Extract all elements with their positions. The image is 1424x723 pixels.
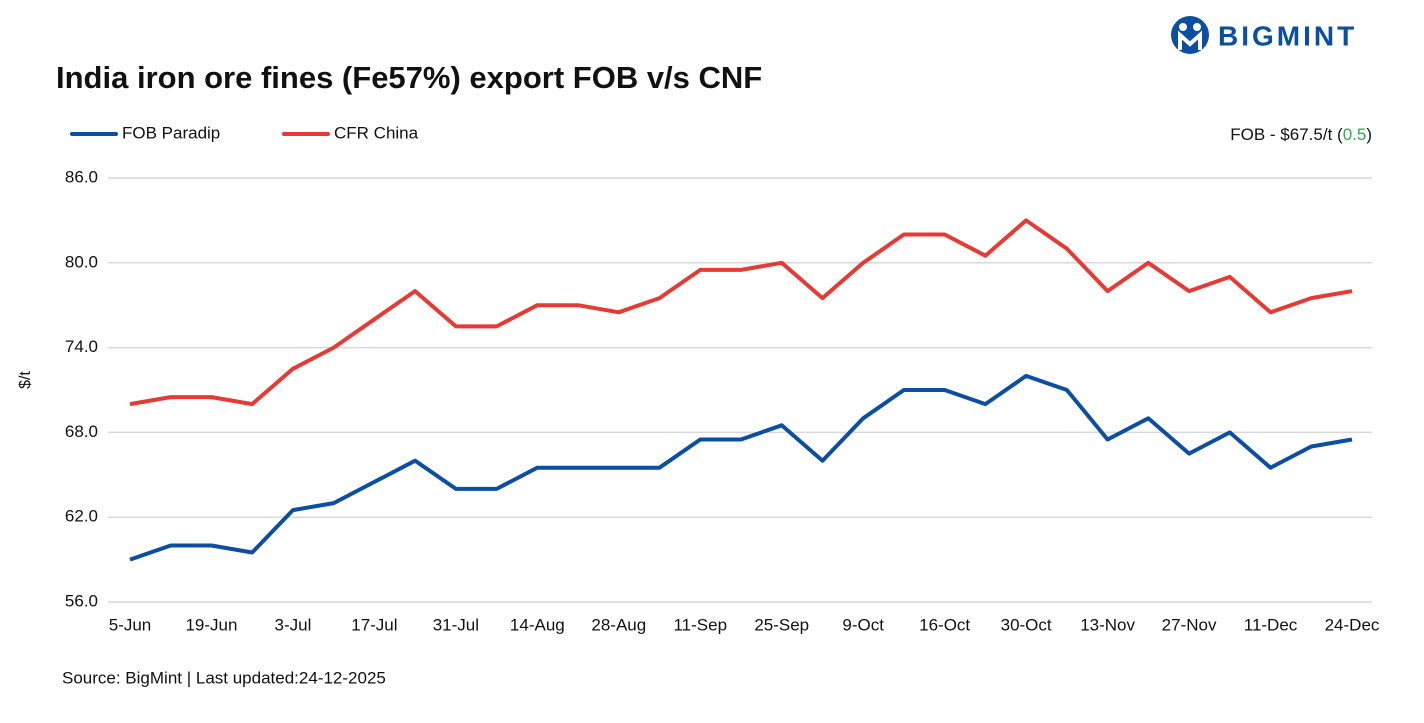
source: Source: BigMint | Last updated:24-12-202… <box>62 668 386 687</box>
y-tick-label: 68.0 <box>65 422 98 441</box>
annotation-prefix: FOB - $67.5/t ( <box>1230 125 1343 144</box>
x-tick-label: 27-Nov <box>1162 615 1217 634</box>
x-tick-label: 14-Aug <box>510 615 565 634</box>
x-tick-label: 24-Dec <box>1325 615 1380 634</box>
x-tick-label: 30-Oct <box>1001 615 1052 634</box>
y-tick-label: 62.0 <box>65 507 98 526</box>
legend-label: FOB Paradip <box>122 123 220 142</box>
x-tick-label: 31-Jul <box>433 615 479 634</box>
y-tick-label: 74.0 <box>65 337 98 356</box>
x-tick-label: 9-Oct <box>842 615 884 634</box>
annotation: FOB - $67.5/t (0.5) <box>1230 125 1372 144</box>
x-tick-label: 13-Nov <box>1080 615 1135 634</box>
logo-icon-dot <box>1179 23 1187 31</box>
x-tick-label: 17-Jul <box>351 615 397 634</box>
y-tick-label: 86.0 <box>65 167 98 186</box>
chart-title: India iron ore fines (Fe57%) export FOB … <box>56 60 762 95</box>
logo: BIGMINT <box>1171 16 1357 54</box>
annotation-change: 0.5 <box>1343 125 1367 144</box>
x-tick-label: 3-Jul <box>275 615 312 634</box>
annotation-suffix: ) <box>1366 125 1372 144</box>
x-tick-label: 11-Sep <box>673 615 727 634</box>
x-tick-label: 19-Jun <box>185 615 237 634</box>
brand: BIGMINT <box>1218 20 1357 51</box>
line-series <box>129 373 1353 562</box>
y-axis-label: $/t <box>17 371 34 389</box>
logo-icon-m <box>1178 30 1202 50</box>
line-series <box>129 218 1353 407</box>
y-tick-label: 56.0 <box>65 591 98 610</box>
logo-icon-dot <box>1193 23 1201 31</box>
x-tick-label: 16-Oct <box>919 615 970 634</box>
x-tick-label: 25-Sep <box>754 615 809 634</box>
x-tick-label: 5-Jun <box>109 615 152 634</box>
x-tick-label: 28-Aug <box>591 615 646 634</box>
legend-label: CFR China <box>334 123 419 142</box>
x-tick-label: 11-Dec <box>1244 615 1298 634</box>
y-tick-label: 80.0 <box>65 252 98 271</box>
logo-icon <box>1171 16 1209 54</box>
